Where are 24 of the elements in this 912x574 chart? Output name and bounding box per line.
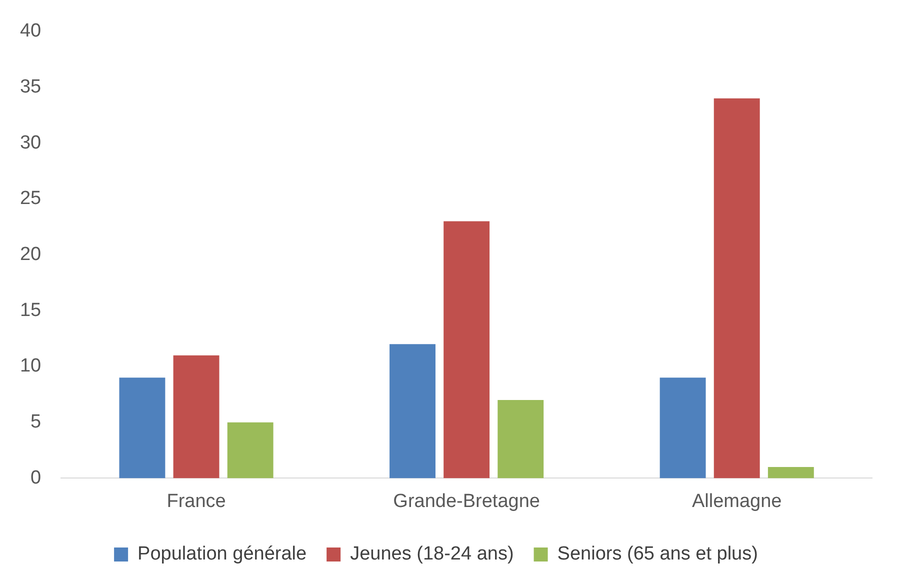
legend-label: Population générale (138, 544, 307, 565)
bar (227, 422, 274, 478)
bar (173, 355, 220, 478)
y-tick-label: 30 (20, 132, 42, 154)
bar (390, 344, 436, 478)
y-tick-label: 25 (20, 188, 42, 210)
x-tick-label: France (166, 490, 226, 512)
legend-label: Seniors (65 ans et plus) (557, 544, 758, 565)
y-tick-label: 5 (30, 412, 42, 433)
bar (768, 467, 814, 478)
bar (714, 98, 760, 478)
bar (119, 378, 166, 478)
y-tick-label: 40 (20, 20, 42, 42)
bar (498, 400, 544, 478)
y-tick-label: 10 (20, 356, 42, 377)
x-tick-label: Grande-Bretagne (393, 490, 540, 512)
bar (444, 221, 490, 478)
y-tick-label: 20 (20, 244, 42, 266)
x-tick-label: Allemagne (692, 490, 782, 512)
y-tick-label: 0 (30, 467, 42, 488)
bar (660, 378, 706, 478)
y-tick-label: 35 (20, 76, 42, 98)
legend-label: Jeunes (18-24 ans) (350, 544, 514, 565)
y-tick-label: 15 (20, 300, 42, 321)
